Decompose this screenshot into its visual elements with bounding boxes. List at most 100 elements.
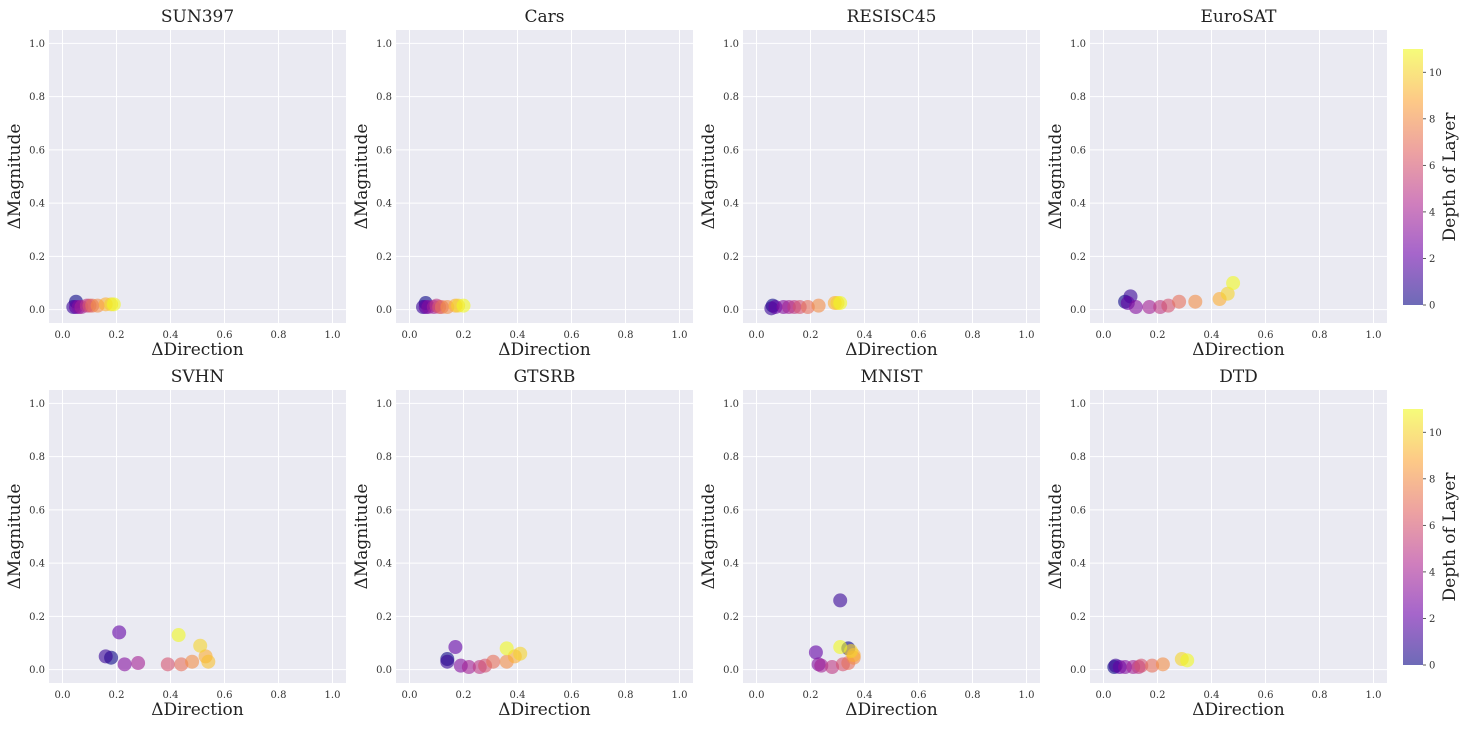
subplot-title: DTD <box>1219 367 1258 387</box>
plot-area <box>1090 30 1387 323</box>
scatter-point <box>448 640 463 655</box>
y-tick-label: 0.6 <box>29 145 45 156</box>
x-tick-label: 0.4 <box>163 330 179 341</box>
y-tick-label: 0.0 <box>723 305 739 316</box>
scatter-point <box>440 654 455 669</box>
x-tick-label: 0.8 <box>618 330 634 341</box>
scatter-point <box>193 638 208 653</box>
y-tick-label: 0.8 <box>29 92 45 103</box>
scatter-point <box>1220 286 1235 301</box>
scatter-point <box>1145 658 1160 673</box>
scatter-point <box>825 660 840 675</box>
y-tick-label: 0.0 <box>1070 665 1086 676</box>
colorbar-tick-label: 10 <box>1429 428 1442 439</box>
scatter-point <box>456 298 471 313</box>
y-tick-label: 0.8 <box>376 452 392 463</box>
y-tick-label: 0.4 <box>723 199 739 210</box>
y-tick-label: 0.6 <box>723 145 739 156</box>
subplot-title: RESISC45 <box>847 7 937 27</box>
plot-area <box>1090 390 1387 683</box>
x-tick-label: 0.4 <box>1204 690 1220 701</box>
subplot-sun397: 0.0 0.2 0.4 0.6 0.8 1.0 0.0 0.2 0.4 0.6 0.8 1.0 SUN3… <box>5 7 346 360</box>
x-tick-label: 0.4 <box>163 690 179 701</box>
y-tick-label: 0.4 <box>29 559 45 570</box>
colorbar-tick-label: 2 <box>1429 254 1435 265</box>
y-tick-label: 0.4 <box>1070 199 1086 210</box>
x-axis-label: ΔDirection <box>845 700 938 720</box>
x-tick-label: 0.0 <box>55 690 71 701</box>
x-tick-label: 0.2 <box>109 690 125 701</box>
y-tick-label: 1.0 <box>1070 399 1086 410</box>
y-tick-label: 0.8 <box>1070 92 1086 103</box>
x-axis-label: ΔDirection <box>845 340 938 360</box>
x-tick-label: 0.8 <box>1312 330 1328 341</box>
y-tick-label: 0.4 <box>1070 559 1086 570</box>
scatter-point <box>185 654 200 669</box>
x-tick-label: 0.0 <box>749 330 765 341</box>
x-tick-label: 0.0 <box>1096 330 1112 341</box>
y-tick-label: 0.6 <box>723 505 739 516</box>
scatter-point <box>513 646 528 661</box>
y-tick-label: 0.8 <box>723 452 739 463</box>
x-tick-label: 0.4 <box>857 690 873 701</box>
plot-area <box>396 30 693 323</box>
x-tick-label: 0.0 <box>749 690 765 701</box>
y-tick-label: 0.6 <box>376 145 392 156</box>
subplot-cars: 0.0 0.2 0.4 0.6 0.8 1.0 0.0 0.2 0.4 0.6 0.8 1.0 Cars… <box>352 7 693 360</box>
y-axis-label: ΔMagnitude <box>352 484 372 590</box>
x-tick-label: 0.6 <box>564 330 580 341</box>
y-tick-label: 0.0 <box>29 665 45 676</box>
colorbar-tick-label: 0 <box>1429 661 1435 672</box>
scatter-point <box>160 657 175 672</box>
plot-area <box>396 390 693 683</box>
plot-area <box>49 30 346 323</box>
scatter-point <box>833 296 848 311</box>
x-tick-label: 0.2 <box>456 690 472 701</box>
scatter-point <box>112 625 127 640</box>
colorbar-tick-label: 0 <box>1429 301 1435 312</box>
scatter-point <box>833 593 848 608</box>
x-tick-label: 0.6 <box>564 690 580 701</box>
scatter-point <box>117 657 132 672</box>
y-tick-label: 0.8 <box>29 452 45 463</box>
subplot-title: MNIST <box>861 367 924 387</box>
y-axis-label: ΔMagnitude <box>352 124 372 230</box>
scatter-point <box>811 298 826 313</box>
scatter-point <box>814 658 829 673</box>
scatter-point <box>800 300 815 315</box>
x-tick-label: 0.2 <box>456 330 472 341</box>
y-tick-label: 0.0 <box>376 305 392 316</box>
plot-area <box>743 390 1040 683</box>
y-tick-label: 0.6 <box>1070 145 1086 156</box>
x-axis-label: ΔDirection <box>151 700 244 720</box>
scatter-point <box>486 654 501 669</box>
y-tick-label: 0.8 <box>723 92 739 103</box>
colorbar-2: 0 2 4 6 8 10 Depth of Layer <box>1403 409 1460 672</box>
subplot-mnist: 0.0 0.2 0.4 0.6 0.8 1.0 0.0 0.2 0.4 0.6 0.8 1.0 MNIS… <box>699 367 1040 720</box>
x-tick-label: 0.8 <box>1312 690 1328 701</box>
x-tick-label: 0.0 <box>55 330 71 341</box>
y-tick-label: 1.0 <box>29 39 45 50</box>
colorbar-tick-label: 4 <box>1429 567 1435 578</box>
x-tick-label: 0.4 <box>510 330 526 341</box>
y-axis-label: ΔMagnitude <box>699 124 719 230</box>
x-axis-label: ΔDirection <box>1192 700 1285 720</box>
y-tick-label: 1.0 <box>1070 39 1086 50</box>
x-axis-label: ΔDirection <box>1192 340 1285 360</box>
colorbar-tick-label: 10 <box>1429 68 1442 79</box>
y-tick-label: 0.2 <box>376 252 392 263</box>
scatter-point <box>131 656 146 671</box>
subplot-title: EuroSAT <box>1200 7 1277 27</box>
x-tick-label: 0.6 <box>1258 330 1274 341</box>
x-tick-label: 1.0 <box>325 330 341 341</box>
y-tick-label: 1.0 <box>723 39 739 50</box>
colorbar-1: 0 2 4 6 8 10 Depth of Layer <box>1403 49 1460 312</box>
y-tick-label: 0.2 <box>376 612 392 623</box>
y-tick-label: 1.0 <box>29 399 45 410</box>
scatter-point <box>1172 294 1187 309</box>
scatter-point <box>1180 653 1195 668</box>
scatter-point <box>174 657 189 672</box>
scatter-point <box>106 297 121 312</box>
x-axis-label: ΔDirection <box>151 340 244 360</box>
